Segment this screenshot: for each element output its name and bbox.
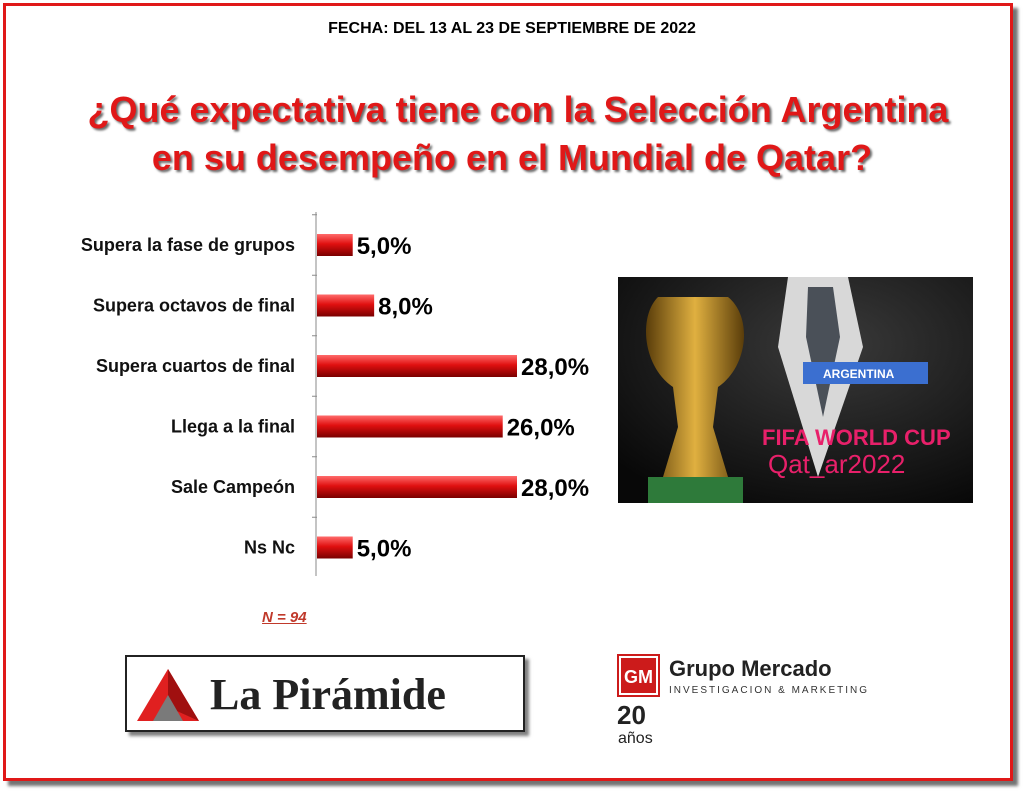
category-label: Llega a la final (171, 417, 295, 437)
value-label: 28,0% (521, 475, 589, 502)
bar (317, 294, 375, 317)
world-cup-photo: ARGENTINA FIFA WORLD CUP Qat_ar2022 (618, 277, 973, 503)
value-label: 26,0% (507, 415, 575, 442)
gm-years-word: años (618, 730, 653, 747)
value-label: 5,0% (357, 233, 412, 260)
category-label: Supera octavos de final (93, 296, 295, 316)
gm-years: 20 (617, 700, 646, 730)
value-label: 8,0% (378, 294, 433, 321)
pyramid-icon (137, 669, 199, 721)
page-title-line2: en su desempeño en el Mundial de Qatar? (151, 137, 873, 178)
gm-tagline: INVESTIGACION & MARKETING (669, 685, 870, 696)
value-label: 5,0% (357, 536, 412, 563)
bar (317, 536, 353, 559)
bar (317, 234, 353, 256)
photo-tag-text: ARGENTINA (823, 367, 895, 381)
bar (317, 476, 517, 498)
photo-cup-line1: FIFA WORLD CUP (762, 425, 951, 450)
gm-initials: GM (624, 667, 653, 687)
value-label: 28,0% (521, 354, 589, 381)
page-title-line1: ¿Qué expectativa tiene con la Selección … (87, 89, 949, 130)
la-piramide-logo: La Pirámide (125, 655, 525, 732)
bar (317, 355, 517, 377)
bar (317, 415, 503, 438)
survey-date: FECHA: DEL 13 AL 23 DE SEPTIEMBRE DE 202… (328, 20, 696, 37)
gm-name: Grupo Mercado (669, 656, 832, 681)
la-piramide-text: La Pirámide (210, 670, 446, 719)
sample-size-label: N = 94 (262, 609, 307, 626)
category-label: Sale Campeón (171, 477, 295, 497)
photo-cup-line2: Qat_ar2022 (768, 449, 905, 479)
category-label: Supera la fase de grupos (81, 235, 295, 255)
gm-logo-icon: GM (617, 654, 660, 697)
category-label: Supera cuartos de final (96, 356, 295, 376)
red-border-frame (3, 3, 1013, 781)
category-label: Ns Nc (244, 538, 295, 558)
